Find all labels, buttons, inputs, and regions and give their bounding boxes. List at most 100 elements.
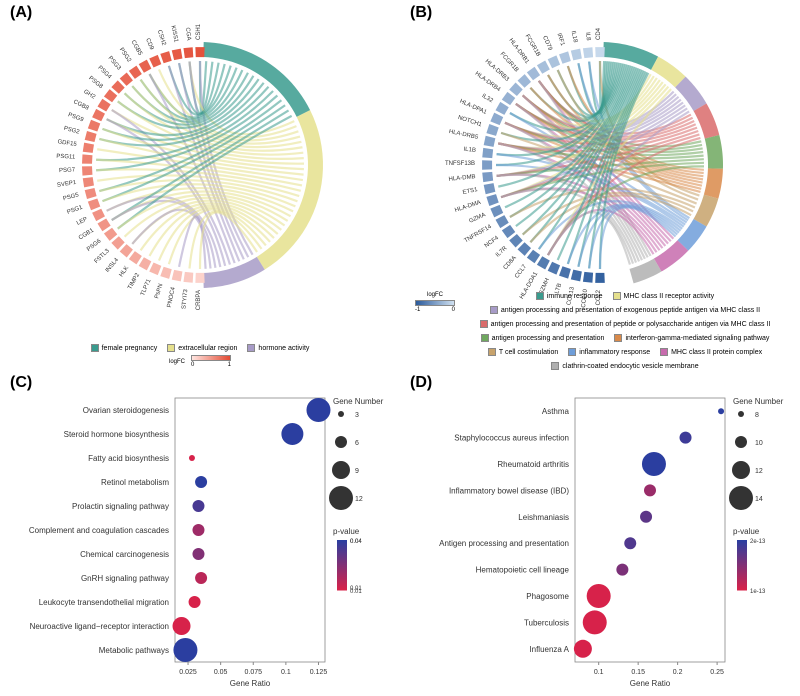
gene-label: TLP71 [140, 278, 153, 297]
size-legend-dot [738, 411, 744, 417]
gene-arc [509, 234, 523, 247]
gene-arc [111, 80, 124, 93]
x-axis-title: Gene Ratio [230, 679, 271, 688]
gene-label: CD79 [541, 35, 553, 52]
gene-label: PSG3 [107, 55, 122, 72]
gene-arc [486, 194, 498, 206]
row-label: Prolactin signaling pathway [72, 502, 169, 511]
gene-label: HLA-DRB5 [448, 129, 479, 141]
gene-label: PSG11 [56, 154, 76, 161]
gene-label: HLA-DMB [448, 174, 475, 183]
legend-text: antigen processing and presentation [492, 335, 605, 342]
size-legend-val: 3 [355, 412, 359, 419]
gene-arc [92, 109, 105, 121]
gene-arc [537, 61, 550, 74]
panel-c-label: (C) [10, 374, 32, 392]
panel-a-grad-min: 0 [191, 362, 194, 368]
dot [195, 572, 207, 584]
gene-label: IL8 [584, 32, 591, 42]
legend-text: clathrin-coated endocytic vesicle membra… [562, 363, 698, 370]
dot [173, 617, 191, 635]
pval-tick: 0.01 [350, 586, 362, 592]
legend-swatch [613, 292, 621, 300]
dot [644, 484, 656, 496]
gene-arc [149, 55, 161, 68]
size-legend-dot [338, 411, 344, 417]
gene-arc [97, 218, 110, 231]
gene-label: CGB1 [78, 227, 96, 241]
panel-b-gradient-title: logFC [427, 292, 443, 298]
pval-legend-title: p-value [733, 527, 760, 536]
size-legend-dot [735, 436, 747, 448]
panel-c-dotplot: 0.0250.050.0750.10.125Gene RatioOvarian … [0, 370, 400, 696]
gene-arc [502, 92, 515, 105]
dot [587, 584, 611, 608]
legend-item: interferon-gamma-mediated signaling path… [614, 334, 769, 342]
gene-label: IL1B [463, 147, 476, 154]
gene-arc [111, 236, 124, 249]
size-legend-val: 12 [355, 496, 363, 503]
legend-text: MHC class II receptor activity [624, 293, 715, 300]
figure-root: (A) CSH1CGAKISS1CSH2CD9CGB5PSG2PSG3PSG4P… [0, 0, 800, 696]
x-tick-label: 0.05 [214, 669, 228, 676]
legend-text: extracellular region [178, 345, 237, 352]
panel-a: (A) CSH1CGAKISS1CSH2CD9CGB5PSG2PSG3PSG4P… [0, 0, 400, 370]
size-legend-val: 10 [755, 440, 763, 447]
legend-item: inflammatory response [568, 348, 650, 356]
gene-arc [482, 148, 493, 158]
legend-item: T cell costimulation [488, 348, 558, 356]
row-label: Retinol metabolism [101, 478, 169, 487]
size-legend-val: 6 [355, 440, 359, 447]
gene-arc [548, 55, 560, 68]
legend-item: antigen processing and presentation [481, 334, 605, 342]
gene-arc [160, 267, 171, 279]
panel-a-grad-max: 1 [228, 362, 231, 368]
legend-swatch [536, 292, 544, 300]
legend-swatch [568, 348, 576, 356]
gene-arc [129, 66, 142, 79]
x-tick-label: 0.25 [710, 669, 724, 676]
gene-arc [195, 273, 204, 283]
panel-c: (C) 0.0250.050.0750.10.125Gene RatioOvar… [0, 370, 400, 696]
category-arc [704, 168, 723, 198]
gene-arc [527, 250, 540, 263]
gene-arc [490, 113, 503, 125]
legend-item: antigen processing and presentation of e… [490, 306, 760, 314]
row-label: Chemical carcinogenesis [80, 550, 169, 559]
panel-b-gradient: -10 [415, 300, 455, 313]
row-label: Tuberculosis [524, 618, 569, 627]
legend-swatch [488, 348, 496, 356]
gene-arc [85, 188, 97, 199]
legend-swatch [247, 344, 255, 352]
gene-label: HLA-DPA1 [459, 99, 488, 117]
gene-label: ETS1 [462, 187, 479, 196]
panel-a-gradient: 01 [191, 355, 231, 368]
legend-swatch [660, 348, 668, 356]
dot [281, 423, 303, 445]
gene-label: PSG2 [118, 47, 132, 64]
legend-swatch [614, 334, 622, 342]
row-label: Antigen processing and presentation [439, 539, 569, 548]
dot [192, 500, 204, 512]
row-label: Neuroactive ligand−receptor interaction [30, 622, 169, 631]
gene-arc [559, 51, 571, 63]
gene-label: PSG6 [86, 238, 103, 253]
pval-tick: 2e-13 [750, 539, 766, 545]
gene-label: CRBPA [196, 290, 202, 310]
dot [642, 452, 666, 476]
legend-text: hormone activity [258, 345, 309, 352]
legend-swatch [490, 306, 498, 314]
gene-arc [120, 73, 133, 86]
pval-tick: 0.04 [350, 539, 362, 545]
gene-arc [482, 172, 493, 182]
gene-arc [548, 262, 560, 275]
dot [718, 408, 724, 414]
gene-arc [120, 244, 133, 257]
row-label: Leukocyte transendothelial migration [39, 598, 169, 607]
gene-arc [92, 209, 105, 221]
gene-arc [571, 270, 582, 282]
panel-a-label: (A) [10, 4, 32, 22]
dot [680, 432, 692, 444]
gene-arc [486, 124, 498, 136]
gene-arc [496, 215, 509, 228]
